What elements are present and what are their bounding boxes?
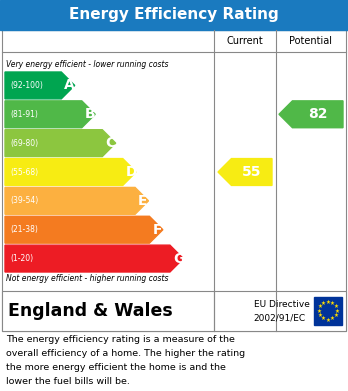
Bar	[2, 30, 346, 331]
Polygon shape	[279, 101, 343, 128]
Text: Energy Efficiency Rating: Energy Efficiency Rating	[69, 7, 279, 23]
Polygon shape	[5, 101, 95, 128]
Text: ★: ★	[318, 304, 323, 309]
Text: A: A	[64, 79, 75, 92]
Text: (39-54): (39-54)	[10, 196, 38, 205]
Polygon shape	[5, 187, 149, 214]
Text: ★: ★	[330, 316, 335, 321]
Polygon shape	[5, 159, 136, 185]
Text: ★: ★	[330, 301, 335, 306]
Text: ★: ★	[321, 316, 326, 321]
Text: EU Directive
2002/91/EC: EU Directive 2002/91/EC	[254, 300, 309, 322]
Text: The energy efficiency rating is a measure of the
overall efficiency of a home. T: The energy efficiency rating is a measur…	[6, 335, 245, 386]
Bar	[2, 291, 346, 331]
Text: England & Wales: England & Wales	[8, 302, 173, 320]
Text: ★: ★	[318, 313, 323, 318]
Bar	[0, 0, 348, 30]
Bar	[314, 297, 342, 325]
Text: ★: ★	[317, 308, 322, 314]
Text: 82: 82	[308, 107, 327, 121]
Text: ★: ★	[321, 301, 326, 306]
Text: ★: ★	[333, 304, 338, 309]
Text: (81-91): (81-91)	[10, 110, 38, 119]
Text: (21-38): (21-38)	[10, 225, 38, 234]
Text: D: D	[126, 165, 137, 179]
Text: B: B	[85, 107, 95, 121]
Text: Very energy efficient - lower running costs: Very energy efficient - lower running co…	[6, 60, 168, 69]
Polygon shape	[5, 216, 163, 243]
Polygon shape	[5, 245, 183, 272]
Text: (1-20): (1-20)	[10, 254, 33, 263]
Polygon shape	[5, 130, 116, 156]
Text: F: F	[152, 223, 162, 237]
Text: ★: ★	[326, 317, 331, 323]
Text: (92-100): (92-100)	[10, 81, 43, 90]
Text: ★: ★	[334, 308, 339, 314]
Text: Potential: Potential	[290, 36, 332, 46]
Text: E: E	[138, 194, 148, 208]
Text: (69-80): (69-80)	[10, 139, 38, 148]
Text: G: G	[173, 251, 184, 265]
Text: Current: Current	[227, 36, 263, 46]
Text: 55: 55	[242, 165, 261, 179]
Text: (55-68): (55-68)	[10, 167, 38, 176]
Polygon shape	[5, 72, 75, 99]
Text: Not energy efficient - higher running costs: Not energy efficient - higher running co…	[6, 274, 168, 283]
Polygon shape	[218, 159, 272, 185]
Text: ★: ★	[326, 300, 331, 305]
Text: C: C	[105, 136, 116, 150]
Text: ★: ★	[333, 313, 338, 318]
